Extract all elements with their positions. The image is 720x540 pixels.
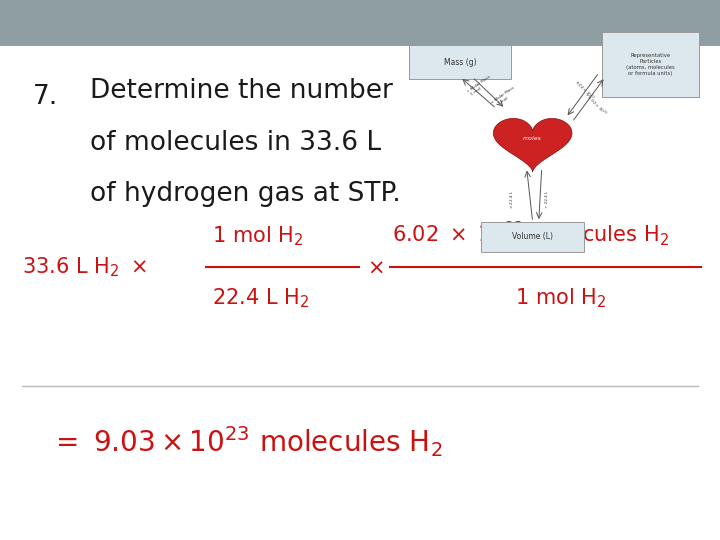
Text: $1\ \mathrm{mol}\ \mathrm{H_2}$: $1\ \mathrm{mol}\ \mathrm{H_2}$	[515, 286, 606, 310]
Text: ÷ Molar Mass
  1 mol: ÷ Molar Mass 1 mol	[466, 75, 494, 97]
Text: of hydrogen gas at STP.: of hydrogen gas at STP.	[90, 181, 401, 207]
Text: of molecules in 33.6 L: of molecules in 33.6 L	[90, 130, 381, 156]
Text: × Molar Mass
    1 mol: × Molar Mass 1 mol	[490, 86, 518, 109]
Text: $1\ \mathrm{mol}\ \mathrm{H_2}$: $1\ \mathrm{mol}\ \mathrm{H_2}$	[212, 225, 304, 248]
Text: ÷ 22.4 L: ÷ 22.4 L	[545, 191, 549, 208]
Text: $6.02\ \times\ 10^{23}\ \mathrm{molecules}\ \mathrm{H_2}$: $6.02\ \times\ 10^{23}\ \mathrm{molecule…	[392, 220, 670, 248]
Text: Representative
Particles
(atoms, molecules
or formula units): Representative Particles (atoms, molecul…	[626, 53, 675, 76]
Text: moles: moles	[523, 136, 542, 140]
FancyBboxPatch shape	[481, 222, 584, 252]
Text: $\times$: $\times$	[367, 257, 384, 278]
Text: Determine the number: Determine the number	[90, 78, 393, 104]
Text: $\times$ 22.4 L: $\times$ 22.4 L	[508, 190, 516, 209]
Text: 7.: 7.	[32, 84, 58, 110]
Text: Mass (g): Mass (g)	[444, 58, 477, 66]
Text: $33.6\ \mathrm{L}\ \mathrm{H_2}\ \times$: $33.6\ \mathrm{L}\ \mathrm{H_2}\ \times$	[22, 255, 147, 279]
FancyBboxPatch shape	[602, 31, 699, 97]
Text: Volume (L): Volume (L)	[512, 232, 553, 241]
Text: $22.4\ \mathrm{L}\ \mathrm{H_2}$: $22.4\ \mathrm{L}\ \mathrm{H_2}$	[212, 286, 310, 310]
Bar	[0, 0, 720, 46]
FancyBboxPatch shape	[409, 45, 511, 79]
Text: $=\ 9.03\times10^{23}\ \mathrm{molecules}\ \mathrm{H_2}$: $=\ 9.03\times10^{23}\ \mathrm{molecules…	[50, 424, 443, 458]
Polygon shape	[493, 118, 572, 172]
Text: ÷ $6.02\times10^{23}$: ÷ $6.02\times10^{23}$	[581, 90, 608, 118]
Text: $6.02\times10^{23}$: $6.02\times10^{23}$	[572, 78, 596, 103]
